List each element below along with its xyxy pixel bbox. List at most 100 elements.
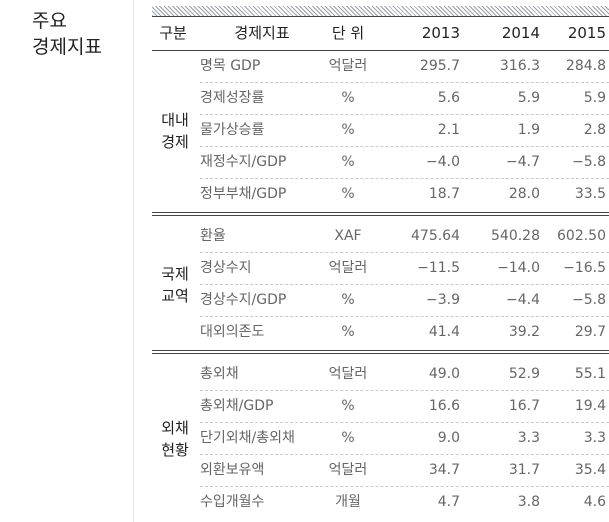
page-title-line-2: 경제지표	[32, 36, 102, 58]
header-year-2013: 2013	[421, 24, 460, 42]
value-2013: 295.7	[419, 58, 460, 74]
unit-cell: %	[341, 154, 355, 170]
value-2013: −3.9	[426, 292, 460, 308]
unit-cell: 억달러	[328, 260, 368, 276]
value-2015: 33.5	[574, 186, 606, 202]
table-row: 외환보유액 억달러 34.7 31.7 35.4	[200, 455, 609, 487]
table-row: 총외채/GDP% 16.6 16.7 19.4	[200, 391, 609, 423]
unit-cell: %	[341, 292, 355, 308]
table-row: 단기외채/총외채% 9.0 3.3 3.3	[200, 423, 609, 455]
value-2015: −5.8	[572, 292, 606, 308]
section-trade: 국제 교역 환율 XAF 475.64 540.28 602.50 경상수지 억달러 −11.5 −…	[152, 221, 609, 349]
value-2013: 49.0	[428, 366, 460, 382]
table-row: 경상수지 억달러 −11.5 −14.0 −16.5	[200, 253, 609, 285]
value-2013: 18.7	[428, 186, 460, 202]
value-2014: −14.0	[497, 260, 540, 276]
section-label-line: 대내	[161, 111, 189, 129]
value-2015: 19.4	[574, 398, 606, 414]
indicator-name: 정부부채/GDP	[200, 186, 287, 202]
value-2014: 540.28	[491, 228, 540, 244]
table-row: 환율 XAF 475.64 540.28 602.50	[200, 221, 609, 253]
value-2013: 34.7	[428, 462, 460, 478]
indicator-name: 총외채/GDP	[200, 398, 274, 414]
table-row: 수입개월수 개월 4.7 3.8 4.6	[200, 487, 609, 518]
value-2014: 31.7	[508, 462, 540, 478]
unit-cell: 억달러	[328, 462, 368, 478]
value-2015: 4.6	[583, 494, 606, 510]
table-row: 정부부채/GDP% 18.7 28.0 33.5	[200, 179, 609, 210]
table-row: 재정수지/GDP% −4.0 −4.7 −5.8	[200, 147, 609, 179]
value-2014: 39.2	[508, 324, 540, 340]
indicator-name: 물가상승률	[200, 122, 265, 138]
value-2015: −5.8	[572, 154, 606, 170]
value-2013: 475.64	[411, 228, 460, 244]
value-2015: 3.3	[583, 430, 606, 446]
table-row: 경제성장률% 5.6 5.9 5.9	[200, 83, 609, 115]
unit-cell: %	[341, 90, 355, 106]
value-2013: −4.0	[426, 154, 460, 170]
value-2015: 35.4	[574, 462, 606, 478]
header-indicator: 경제지표	[234, 24, 290, 42]
section-separator	[152, 350, 609, 354]
table-header-row: 구분 경제지표 단 위 2013 2014 2015	[152, 16, 609, 51]
unit-cell: %	[341, 430, 355, 446]
header-year-2015: 2015	[567, 24, 606, 42]
value-2015: 55.1	[574, 366, 606, 382]
unit-cell: 억달러	[328, 58, 368, 74]
indicator-name: 경상수지	[200, 260, 252, 276]
indicator-name: 수입개월수	[200, 494, 265, 510]
value-2015: 602.50	[557, 228, 606, 244]
unit-cell: 개월	[335, 494, 361, 510]
indicator-name: 경상수지/GDP	[200, 292, 287, 308]
value-2014: 5.9	[517, 90, 540, 106]
value-2013: 2.1	[437, 122, 460, 138]
page-title-line-1: 주요	[32, 10, 67, 32]
indicator-name: 총외채	[200, 366, 239, 382]
header-unit: 단 위	[331, 24, 365, 42]
unit-cell: XAF	[334, 228, 362, 244]
unit-cell: %	[341, 398, 355, 414]
page-title: 주요 경제지표	[32, 8, 102, 60]
value-2015: −16.5	[563, 260, 606, 276]
value-2014: −4.7	[506, 154, 540, 170]
value-2014: −4.4	[506, 292, 540, 308]
value-2015: 2.8	[583, 122, 606, 138]
value-2014: 16.7	[508, 398, 540, 414]
indicator-name: 외환보유액	[200, 462, 265, 478]
value-2013: 41.4	[428, 324, 460, 340]
value-2013: 16.6	[428, 398, 460, 414]
header-year-2014: 2014	[501, 24, 540, 42]
value-2013: 5.6	[437, 90, 460, 106]
value-2014: 28.0	[508, 186, 540, 202]
table-row: 총외채 억달러 49.0 52.9 55.1	[200, 359, 609, 391]
value-2013: −11.5	[417, 260, 460, 276]
section-label-line: 현황	[161, 441, 189, 459]
indicator-name: 대외의존도	[200, 324, 265, 340]
value-2013: 4.7	[437, 494, 460, 510]
unit-cell: 억달러	[328, 366, 368, 382]
value-2014: 316.3	[499, 58, 540, 74]
section-separator	[152, 212, 609, 216]
indicator-name: 재정수지/GDP	[200, 154, 287, 170]
section-label-line: 외채	[161, 419, 189, 437]
value-2015: 5.9	[583, 90, 606, 106]
unit-cell: %	[341, 324, 355, 340]
table-row: 명목 GDP 억달러 295.7 316.3 284.8	[200, 51, 609, 83]
indicator-name: 경제성장률	[200, 90, 265, 106]
table-row: 경상수지/GDP% −3.9 −4.4 −5.8	[200, 285, 609, 317]
value-2014: 1.9	[517, 122, 540, 138]
section-label-line: 교역	[161, 287, 189, 305]
value-2013: 9.0	[437, 430, 460, 446]
section-debt: 외채 현황 총외채 억달러 49.0 52.9 55.1 총외채/GDP% 16.6 16.7 19…	[152, 359, 609, 519]
indicator-name: 명목 GDP	[200, 58, 261, 74]
section-label-line: 경제	[161, 133, 189, 151]
value-2014: 52.9	[508, 366, 540, 382]
value-2014: 3.8	[517, 494, 540, 510]
section-label: 국제 교역	[152, 263, 198, 307]
table-row: 물가상승률% 2.1 1.9 2.8	[200, 115, 609, 147]
value-2015: 284.8	[565, 58, 606, 74]
